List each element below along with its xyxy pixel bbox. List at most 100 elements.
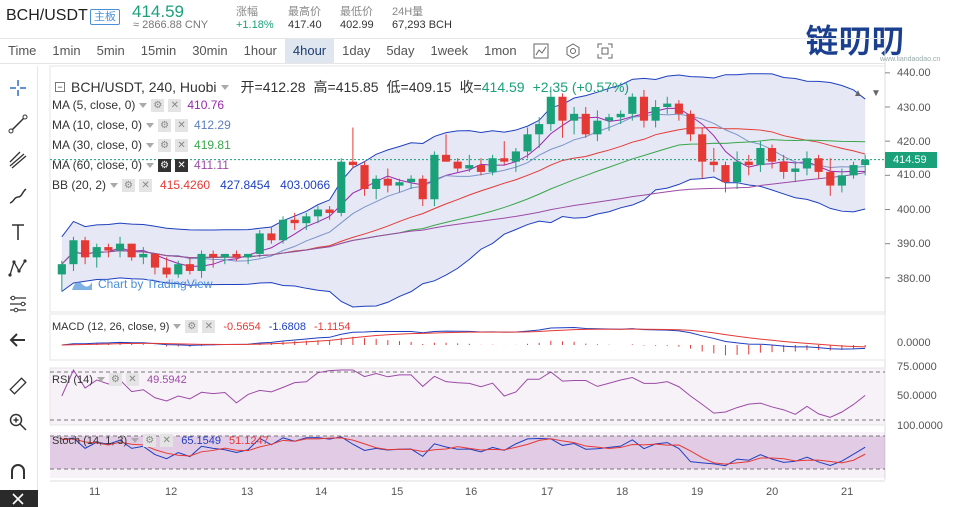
candle-body (721, 165, 730, 183)
macd-signal-line (61, 328, 866, 348)
candle-body (465, 165, 474, 169)
macd-close-icon[interactable]: ✕ (202, 320, 216, 333)
candle-body (814, 158, 823, 172)
ma30-label: MA (30, close, 0) (52, 138, 143, 152)
ruler-icon[interactable] (4, 372, 32, 400)
ma10-settings-icon[interactable]: ⚙ (158, 118, 172, 132)
scroll-up-icon[interactable]: ▲ (853, 88, 863, 99)
trash-icon[interactable] (0, 490, 38, 507)
ohlc-low: 409.15 (408, 79, 452, 95)
magnet-icon[interactable] (4, 458, 32, 486)
ma60-close-icon[interactable]: ✕ (175, 158, 189, 172)
candle-body (383, 178, 392, 186)
y-tick: 430.00 (897, 102, 931, 114)
macd-line (61, 326, 866, 350)
candle-body (628, 96, 637, 114)
candle-body (92, 247, 101, 258)
candle-body (185, 264, 194, 271)
x-tick-label: 14 (315, 486, 328, 498)
y-tick: 420.00 (897, 136, 931, 148)
bb-settings-icon[interactable]: ⚙ (122, 178, 136, 192)
interval-30min[interactable]: 30min (192, 43, 228, 58)
candle-body (139, 253, 148, 258)
macd-hist-value: -0.5654 (223, 320, 261, 333)
stoch-close-icon[interactable]: ✕ (160, 434, 174, 447)
chart-legend: − BCH/USDT, 240, Huobi 开= 412.28 高= 415.85… (55, 77, 629, 97)
bb-close-icon[interactable]: ✕ (139, 178, 153, 192)
ma60-settings-icon[interactable]: ⚙ (158, 158, 172, 172)
bb-lower-line (61, 176, 866, 308)
trendline-icon[interactable] (4, 110, 32, 138)
fib-icon[interactable] (4, 290, 32, 318)
candle-body (849, 165, 858, 176)
interval-15min[interactable]: 15min (140, 43, 177, 58)
interval-1min[interactable]: 1min (52, 43, 81, 58)
x-tick-label: 21 (841, 486, 854, 498)
ma5-value: 410.76 (187, 98, 225, 112)
rsi-settings-icon[interactable]: ⚙ (108, 373, 122, 386)
ma5-settings-icon[interactable]: ⚙ (151, 98, 165, 112)
candle-body (733, 161, 742, 183)
crosshair-icon[interactable] (4, 74, 32, 102)
ma10-label: MA (10, close, 0) (52, 118, 143, 132)
rsi-label: RSI (14) (52, 373, 93, 386)
rsi-line (61, 368, 866, 418)
candle-body (69, 240, 78, 265)
bb-basis-value: 415.4260 (160, 178, 211, 192)
candle-body (476, 165, 486, 172)
ma30-value: 419.81 (194, 138, 231, 152)
pitchfork-icon[interactable] (4, 146, 32, 174)
ohlc-high: 415.85 (335, 79, 379, 95)
ohlc-high-label: 高= (313, 79, 336, 95)
settings-icon[interactable] (562, 40, 584, 62)
macd-settings-icon[interactable]: ⚙ (185, 320, 199, 333)
interval-5min[interactable]: 5min (96, 43, 125, 58)
ma5-close-icon[interactable]: ✕ (168, 98, 182, 112)
zoom-icon[interactable] (4, 408, 32, 436)
candle-body (127, 243, 136, 258)
candle-body (826, 171, 835, 186)
fullscreen-icon[interactable] (594, 40, 616, 62)
candle-body (651, 107, 660, 121)
candle-body (604, 117, 614, 121)
ohlc-change: +2.35 (+0.57%) (532, 79, 630, 95)
bb-upper-value: 427.8454 (220, 178, 271, 192)
candle-body (325, 209, 334, 213)
candle-body (779, 161, 788, 172)
interval-5day[interactable]: 5day (386, 43, 415, 58)
candle-body (162, 267, 171, 275)
interval-time[interactable]: Time (8, 43, 37, 58)
candle-body (197, 253, 206, 271)
ma30-settings-icon[interactable]: ⚙ (158, 138, 172, 152)
candle-body (290, 219, 299, 224)
candle-body (220, 253, 229, 258)
interval-4hour[interactable]: 4hour (284, 39, 335, 63)
pattern-icon[interactable] (4, 254, 32, 282)
ma30-close-icon[interactable]: ✕ (175, 138, 189, 152)
ohlc-close-label: 收= (459, 79, 482, 95)
rsi-y-tick: 75.0000 (897, 361, 937, 373)
x-tick-label: 17 (541, 486, 554, 498)
candle-body (767, 148, 777, 162)
interval-1mon[interactable]: 1mon (484, 43, 517, 58)
interval-1hour[interactable]: 1hour (243, 43, 277, 58)
stat-value-low: 402.99 (340, 19, 374, 31)
back-arrow-icon[interactable] (4, 326, 32, 354)
ma30-legend: MA (30, close, 0) ⚙ ✕ 419.81 (52, 138, 231, 152)
candle-body (453, 161, 462, 169)
interval-1day[interactable]: 1day (342, 43, 371, 58)
ma10-value: 412.29 (194, 118, 231, 132)
rsi-close-icon[interactable]: ✕ (125, 373, 139, 386)
brush-icon[interactable] (4, 182, 32, 210)
candle-body (837, 175, 846, 186)
scroll-down-icon[interactable]: ▼ (871, 88, 881, 99)
indicator-icon[interactable] (530, 40, 552, 62)
stat-label-low: 最低价 (340, 6, 373, 18)
last-price: 414.59 (132, 2, 184, 21)
stat-label-change: 涨幅 (236, 6, 258, 18)
interval-1week[interactable]: 1week (430, 43, 469, 58)
stoch-settings-icon[interactable]: ⚙ (143, 434, 157, 447)
text-icon[interactable] (4, 218, 32, 246)
ma10-close-icon[interactable]: ✕ (175, 118, 189, 132)
